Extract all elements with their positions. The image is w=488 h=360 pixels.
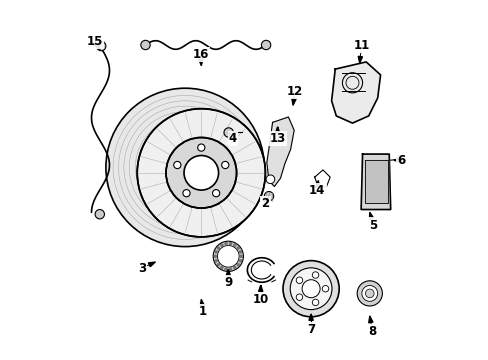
Circle shape: [96, 41, 106, 51]
Text: 13: 13: [269, 132, 285, 145]
Circle shape: [264, 192, 273, 201]
Circle shape: [224, 267, 227, 270]
Circle shape: [265, 175, 274, 184]
Circle shape: [239, 251, 242, 253]
Polygon shape: [266, 117, 294, 186]
Circle shape: [296, 277, 302, 283]
Text: 5: 5: [368, 219, 377, 231]
Text: 14: 14: [308, 184, 325, 197]
Text: 7: 7: [306, 323, 315, 336]
Circle shape: [233, 244, 236, 247]
Polygon shape: [315, 181, 319, 188]
Circle shape: [220, 266, 223, 269]
Circle shape: [229, 242, 231, 245]
Circle shape: [141, 40, 150, 50]
Circle shape: [224, 242, 227, 245]
Polygon shape: [264, 196, 268, 203]
Text: 3: 3: [138, 262, 145, 275]
Text: 2: 2: [261, 197, 269, 210]
Circle shape: [302, 280, 320, 298]
Text: 11: 11: [353, 39, 369, 51]
Text: 9: 9: [224, 276, 232, 289]
Polygon shape: [361, 154, 390, 210]
Circle shape: [166, 138, 236, 208]
Circle shape: [239, 255, 242, 258]
Circle shape: [197, 144, 204, 151]
Polygon shape: [148, 262, 155, 267]
Circle shape: [312, 299, 318, 306]
Polygon shape: [358, 56, 362, 63]
Text: 12: 12: [286, 85, 303, 98]
Polygon shape: [275, 127, 279, 133]
Circle shape: [229, 267, 231, 270]
Circle shape: [217, 247, 220, 249]
Circle shape: [356, 281, 382, 306]
Circle shape: [217, 263, 220, 266]
Circle shape: [396, 156, 403, 163]
Polygon shape: [308, 314, 313, 320]
Circle shape: [214, 251, 217, 253]
Polygon shape: [393, 158, 400, 162]
Polygon shape: [95, 43, 100, 50]
Circle shape: [322, 285, 328, 292]
Circle shape: [183, 190, 190, 197]
Circle shape: [312, 272, 318, 278]
Circle shape: [217, 246, 239, 267]
Polygon shape: [200, 300, 204, 306]
Circle shape: [296, 294, 302, 301]
Circle shape: [361, 285, 377, 301]
Polygon shape: [364, 160, 387, 203]
Circle shape: [239, 259, 242, 262]
Text: 4: 4: [228, 132, 237, 145]
Polygon shape: [258, 285, 263, 292]
Circle shape: [220, 244, 223, 247]
Circle shape: [221, 161, 228, 168]
Circle shape: [137, 109, 265, 237]
Circle shape: [213, 255, 216, 258]
Circle shape: [212, 190, 219, 197]
Circle shape: [261, 40, 270, 50]
Circle shape: [224, 128, 233, 137]
Text: 1: 1: [199, 305, 207, 318]
Circle shape: [95, 210, 104, 219]
Circle shape: [365, 289, 373, 298]
Polygon shape: [225, 269, 230, 276]
Circle shape: [289, 268, 331, 310]
Polygon shape: [368, 316, 372, 323]
Text: 15: 15: [87, 35, 103, 48]
Text: 16: 16: [192, 48, 208, 61]
Text: 8: 8: [367, 325, 376, 338]
Circle shape: [183, 156, 218, 190]
Polygon shape: [369, 212, 373, 219]
Polygon shape: [228, 132, 234, 139]
Circle shape: [213, 241, 243, 271]
Circle shape: [236, 247, 239, 249]
Circle shape: [233, 266, 236, 269]
Circle shape: [283, 261, 339, 317]
Text: 6: 6: [396, 154, 405, 167]
Circle shape: [236, 263, 239, 266]
Polygon shape: [198, 59, 203, 66]
Circle shape: [173, 161, 181, 168]
Circle shape: [106, 88, 264, 247]
Text: 10: 10: [252, 293, 268, 306]
Circle shape: [214, 259, 217, 262]
Polygon shape: [291, 98, 296, 105]
Polygon shape: [331, 62, 380, 123]
